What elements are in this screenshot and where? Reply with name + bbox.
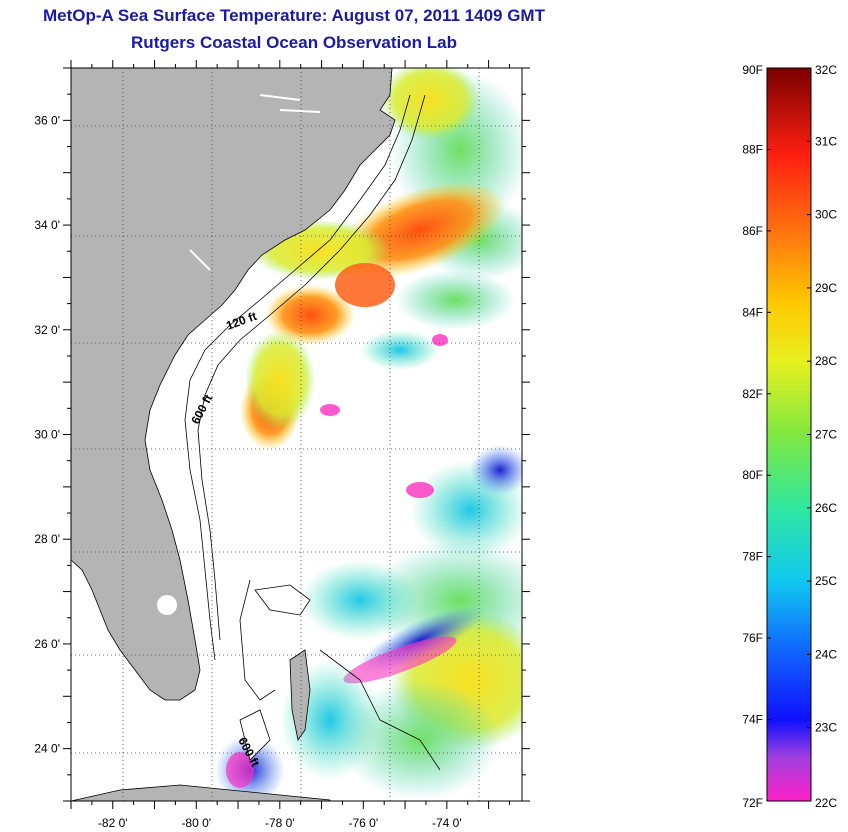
lon-tick-label: -74 0' xyxy=(432,816,462,830)
land-us-coast xyxy=(71,68,396,701)
colorbar-label-f: 86F xyxy=(742,224,763,238)
colorbar-label-f: 74F xyxy=(742,713,763,727)
colorbar-ticks xyxy=(767,67,811,802)
colorbar-label-f: 76F xyxy=(742,631,763,645)
lat-tick-label: 26 0' xyxy=(34,637,60,651)
lake-okeechobee xyxy=(157,595,177,615)
colorbar-label-c: 30C xyxy=(815,208,837,222)
colorbar-label-c: 25C xyxy=(815,574,837,588)
depth-contours xyxy=(184,94,441,771)
lat-tick-label: 28 0' xyxy=(34,532,60,546)
map-title: MetOp-A Sea Surface Temperature: August … xyxy=(43,6,545,25)
colorbar-label-c: 23C xyxy=(815,721,837,735)
colorbar-label-c: 27C xyxy=(815,428,837,442)
colorbar-label-c: 31C xyxy=(815,134,837,148)
colorbar-label-f: 78F xyxy=(742,550,763,564)
lat-tick-label: 24 0' xyxy=(34,742,60,756)
lat-tick-label: 36 0' xyxy=(34,113,60,127)
colorbar-label-f: 88F xyxy=(742,142,763,156)
map-subtitle: Rutgers Coastal Ocean Observation Lab xyxy=(131,33,457,52)
colorbar xyxy=(766,67,812,802)
colorbar-label-f: 84F xyxy=(742,305,763,319)
lon-tick-label: -82 0' xyxy=(98,816,128,830)
lon-tick-label: -78 0' xyxy=(265,816,295,830)
colorbar-label-f: 80F xyxy=(742,468,763,482)
colorbar-label-f: 82F xyxy=(742,387,763,401)
lat-tick-label: 32 0' xyxy=(34,323,60,337)
colorbar-labels: 32C 31C 30C 29C 28C 27C 26C 25C 24C 23C 22C 90F 88F 8… xyxy=(742,63,837,810)
map-axis-ticks xyxy=(63,60,530,809)
lon-tick-label: -76 0' xyxy=(348,816,378,830)
colorbar-label-c: 26C xyxy=(815,501,837,515)
colorbar-label-f: 72F xyxy=(742,796,763,810)
map-area xyxy=(71,68,522,801)
colorbar-label-f: 90F xyxy=(742,63,763,77)
map-axis-labels: -82 0' -80 0' -78 0' -76 0' -74 0' 36 0' 34 0'… xyxy=(34,113,461,830)
land-bahamas xyxy=(239,584,311,761)
colorbar-label-c: 32C xyxy=(815,63,837,77)
colorbar-label-c: 29C xyxy=(815,281,837,295)
lat-tick-label: 30 0' xyxy=(34,428,60,442)
lat-tick-label: 34 0' xyxy=(34,218,60,232)
colorbar-label-c: 28C xyxy=(815,354,837,368)
colorbar-label-c: 22C xyxy=(815,796,837,810)
colorbar-label-c: 24C xyxy=(815,647,837,661)
lon-tick-label: -80 0' xyxy=(181,816,211,830)
